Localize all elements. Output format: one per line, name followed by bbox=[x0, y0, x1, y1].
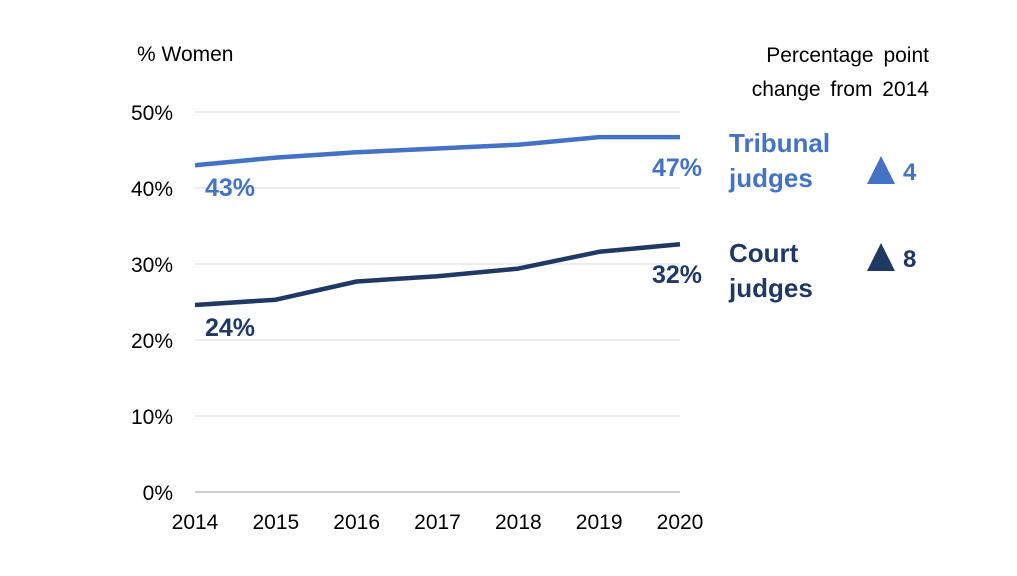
change-value-label: 8 bbox=[903, 246, 916, 273]
x-tick-label: 2020 bbox=[657, 511, 704, 534]
legend-label: judges bbox=[728, 163, 813, 193]
up-triangle-icon bbox=[867, 243, 895, 271]
change-title-line-2: change from 2014 bbox=[752, 78, 930, 101]
series-value-labels: 43% 47% 24% 32% bbox=[205, 154, 702, 342]
start-value-label: 43% bbox=[205, 174, 255, 202]
change-indicators: 48 bbox=[867, 156, 917, 273]
change-value-label: 4 bbox=[903, 159, 917, 186]
x-axis-ticks: 2014 2015 2016 2017 2018 2019 2020 bbox=[172, 511, 704, 534]
y-axis-title: % Women bbox=[137, 43, 233, 66]
y-axis-ticks: 0% 10% 20% 30% 40% 50% bbox=[131, 102, 173, 505]
y-tick-label: 0% bbox=[143, 482, 173, 505]
y-tick-label: 20% bbox=[131, 330, 173, 353]
x-tick-label: 2019 bbox=[576, 511, 623, 534]
x-tick-label: 2014 bbox=[172, 511, 219, 534]
y-tick-label: 40% bbox=[131, 178, 173, 201]
up-triangle-icon bbox=[867, 156, 895, 184]
end-value-label: 32% bbox=[652, 261, 702, 289]
legend-label: judges bbox=[728, 273, 813, 303]
legend-label: Court bbox=[729, 238, 799, 268]
series-lines bbox=[194, 134, 681, 308]
y-tick-label: 10% bbox=[131, 406, 173, 429]
x-tick-label: 2018 bbox=[495, 511, 542, 534]
end-value-label: 47% bbox=[652, 154, 702, 182]
x-tick-label: 2015 bbox=[252, 511, 299, 534]
legend-label: Tribunal bbox=[729, 128, 830, 158]
change-title-line-1: Percentage point bbox=[766, 44, 929, 67]
series-legend: Tribunal judges Court judges bbox=[728, 128, 830, 303]
y-tick-label: 50% bbox=[131, 102, 173, 125]
series-line bbox=[194, 134, 680, 168]
series-line bbox=[194, 241, 681, 308]
y-tick-label: 30% bbox=[131, 254, 173, 277]
x-tick-label: 2017 bbox=[414, 511, 461, 534]
x-tick-label: 2016 bbox=[333, 511, 380, 534]
start-value-label: 24% bbox=[205, 314, 255, 342]
gridlines bbox=[195, 111, 680, 493]
